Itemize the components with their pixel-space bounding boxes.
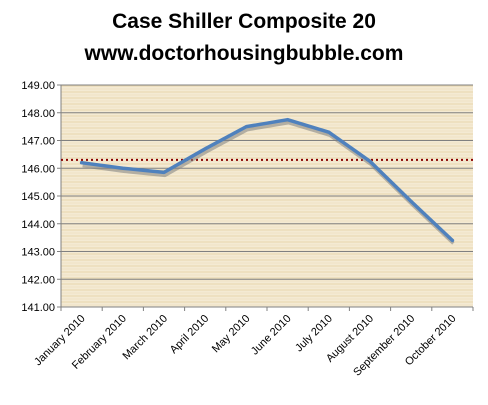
y-axis-ticks: 141.00 142.00 143.00 144.00 145.00 146.00 147.… (21, 80, 55, 314)
data-point (244, 125, 248, 129)
data-point (286, 118, 290, 122)
y-tick-label: 141.00 (21, 302, 55, 314)
series-line (79, 117, 455, 243)
x-tick-label: May 2010 (210, 313, 253, 356)
x-tick-label: March 2010 (121, 313, 171, 363)
x-tick-label: July 2010 (293, 313, 335, 355)
y-tick-label: 146.00 (21, 163, 55, 175)
chart-title: Case Shiller Composite 20 (112, 10, 376, 33)
data-point (121, 166, 125, 170)
data-point (203, 147, 207, 151)
y-tick-label: 147.00 (21, 136, 55, 148)
data-point (80, 161, 84, 165)
x-tick-label: June 2010 (249, 313, 294, 358)
y-tick-label: 149.00 (21, 80, 55, 92)
series-layer (79, 117, 455, 245)
data-point (450, 238, 454, 242)
y-tick-label: 145.00 (21, 191, 55, 203)
y-tick-label: 142.00 (21, 274, 55, 286)
data-point (368, 159, 372, 163)
data-point (327, 130, 331, 134)
x-tick-label: April 2010 (168, 313, 212, 357)
data-point (409, 200, 413, 204)
chart-subtitle: www.doctorhousingbubble.com (84, 42, 404, 65)
y-tick-label: 144.00 (21, 219, 55, 231)
data-point (162, 170, 166, 174)
y-tick-label: 148.00 (21, 108, 55, 120)
y-tick-label: 143.00 (21, 247, 55, 259)
